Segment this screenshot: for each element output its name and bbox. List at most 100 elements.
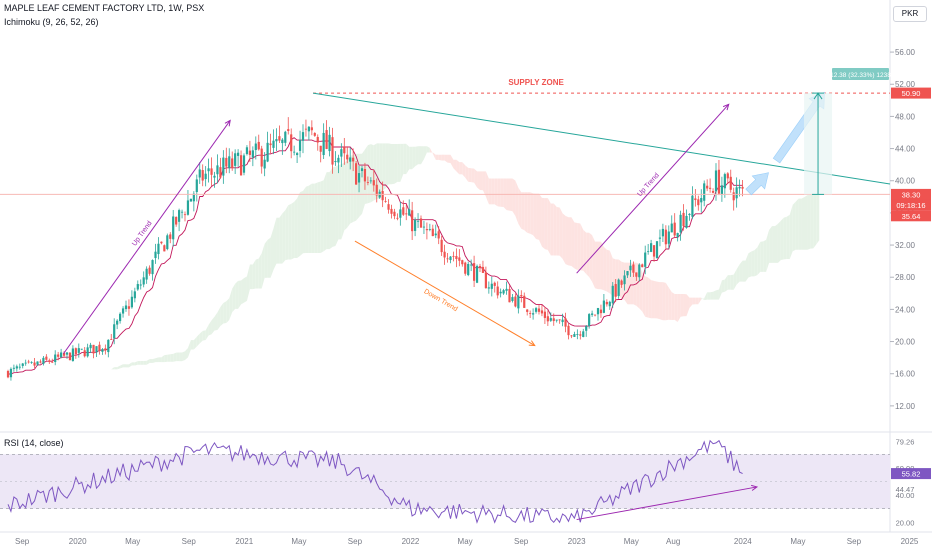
down-candle [558,319,561,321]
bear-cloud-segment [494,178,498,207]
bear-cloud-segment [553,203,557,256]
bear-cloud-segment [654,280,657,319]
up-candle [650,243,653,252]
trend-arrow-shaft [63,120,231,354]
bear-cloud-segment [683,293,687,317]
time-tick-label: May [125,537,140,546]
bear-cloud-segment [512,178,516,217]
bull-cloud-segment [258,253,262,289]
time-tick-label: 2025 [901,537,919,546]
up-candle [428,229,431,230]
time-tick-label: Sep [182,537,197,546]
bull-cloud-segment [155,357,159,363]
up-candle [720,185,723,195]
bear-cloud-segment [491,178,495,205]
down-candle [484,272,487,289]
up-candle [36,361,39,365]
up-candle [166,235,169,250]
down-candle [709,187,712,189]
down-candle [458,257,461,261]
down-candle [664,229,667,245]
bear-cloud-segment [468,167,472,183]
bear-cloud-segment [500,178,504,207]
up-candle [357,173,361,183]
up-candle [369,180,372,182]
time-tick-label: 2023 [568,537,586,546]
bear-cloud-segment [559,207,563,259]
price-tick-label: 32.00 [895,241,916,250]
bull-cloud-segment [291,201,295,260]
bull-cloud-segment [241,278,244,305]
down-candle [514,296,517,307]
bull-cloud-segment [199,330,203,344]
bull-cloud-segment [123,364,126,368]
down-candle [452,255,455,257]
down-candle [508,288,511,303]
up-candle [272,140,275,148]
bull-cloud-segment [196,333,200,347]
up-candle [611,285,614,304]
price-tick-label: 12.00 [895,402,916,411]
down-candle [163,245,166,252]
down-candle [201,170,204,181]
price-tick-label: 28.00 [895,273,916,282]
up-candle [399,209,402,218]
time-tick-label: May [624,537,639,546]
bull-cloud-segment [176,352,180,362]
up-candle [157,243,160,255]
bear-cloud-segment [547,198,551,256]
bull-cloud-segment [733,269,737,290]
bull-cloud-segment [158,357,162,363]
rsi-legend[interactable]: RSI (14, close) [4,438,64,448]
down-candle [304,128,308,130]
down-candle [523,295,526,308]
up-candle [142,277,145,285]
bull-cloud-segment [326,172,330,250]
down-candle [546,316,549,322]
time-tick-label: May [790,537,805,546]
up-candle [328,134,331,152]
bull-cloud-segment [297,192,301,259]
bull-cloud-segment [332,166,336,247]
up-trend-arrow [63,119,231,354]
bull-cloud-segment [769,226,773,263]
bear-cloud-segment [444,154,448,163]
down-candle [148,267,151,274]
indicator-legend[interactable]: Ichimoku (9, 26, 52, 26) [4,17,99,27]
down-candle [540,310,544,314]
up-candle [475,265,479,283]
bull-cloud-segment [397,143,401,182]
bull-cloud-segment [300,190,303,256]
down-candle [564,318,567,327]
up-candle [242,155,246,173]
bull-cloud-segment [232,283,236,313]
up-candle [119,313,122,322]
bull-cloud-segment [288,203,292,260]
bull-cloud-segment [423,146,427,160]
down-candle [310,127,313,131]
bull-cloud-segment [335,165,339,246]
bull-cloud-segment [261,243,265,289]
up-candle [602,300,605,313]
bull-cloud-segment [120,364,124,369]
bear-cloud-segment [674,293,678,323]
up-candle [655,241,659,259]
up-candle [534,308,538,312]
down-candle [110,339,113,341]
down-candle [269,143,272,146]
bear-cloud-segment [541,197,545,250]
bull-cloud-segment [217,307,221,331]
bull-cloud-segment [244,276,247,303]
price-tick-label: 20.00 [895,338,916,347]
down-candle [579,334,582,336]
bear-cloud-segment [662,282,666,321]
bull-cloud-segment [742,260,746,282]
bear-cloud-segment [668,287,672,320]
currency-button[interactable]: PKR [893,6,927,22]
up-candle [688,213,691,215]
down-candle [48,360,51,362]
bear-cloud-segment [671,292,675,320]
up-candle [555,319,558,321]
price-tick-label: 44.00 [895,145,916,154]
